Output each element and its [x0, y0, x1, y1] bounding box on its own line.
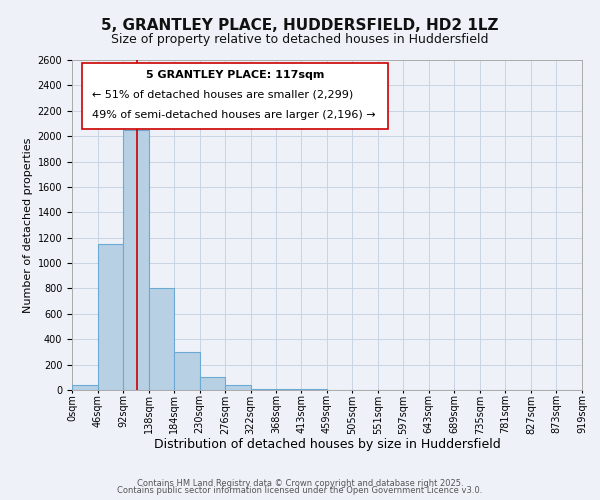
Bar [123, 130, 149, 390]
Text: 49% of semi-detached houses are larger (2,196) →: 49% of semi-detached houses are larger (… [92, 110, 376, 120]
Text: Contains HM Land Registry data © Crown copyright and database right 2025.: Contains HM Land Registry data © Crown c… [137, 478, 463, 488]
Y-axis label: Number of detached properties: Number of detached properties [23, 138, 34, 312]
Text: 5 GRANTLEY PLACE: 117sqm: 5 GRANTLEY PLACE: 117sqm [146, 70, 325, 80]
X-axis label: Distribution of detached houses by size in Huddersfield: Distribution of detached houses by size … [154, 438, 500, 450]
Bar [174, 352, 200, 390]
Text: Size of property relative to detached houses in Huddersfield: Size of property relative to detached ho… [111, 32, 489, 46]
Bar [149, 288, 174, 390]
Bar [98, 244, 123, 390]
Bar [225, 385, 251, 390]
FancyBboxPatch shape [82, 64, 388, 130]
Text: Contains public sector information licensed under the Open Government Licence v3: Contains public sector information licen… [118, 486, 482, 495]
Bar [72, 385, 98, 390]
Text: 5, GRANTLEY PLACE, HUDDERSFIELD, HD2 1LZ: 5, GRANTLEY PLACE, HUDDERSFIELD, HD2 1LZ [101, 18, 499, 32]
Bar [200, 378, 225, 390]
Text: ← 51% of detached houses are smaller (2,299): ← 51% of detached houses are smaller (2,… [92, 90, 353, 100]
